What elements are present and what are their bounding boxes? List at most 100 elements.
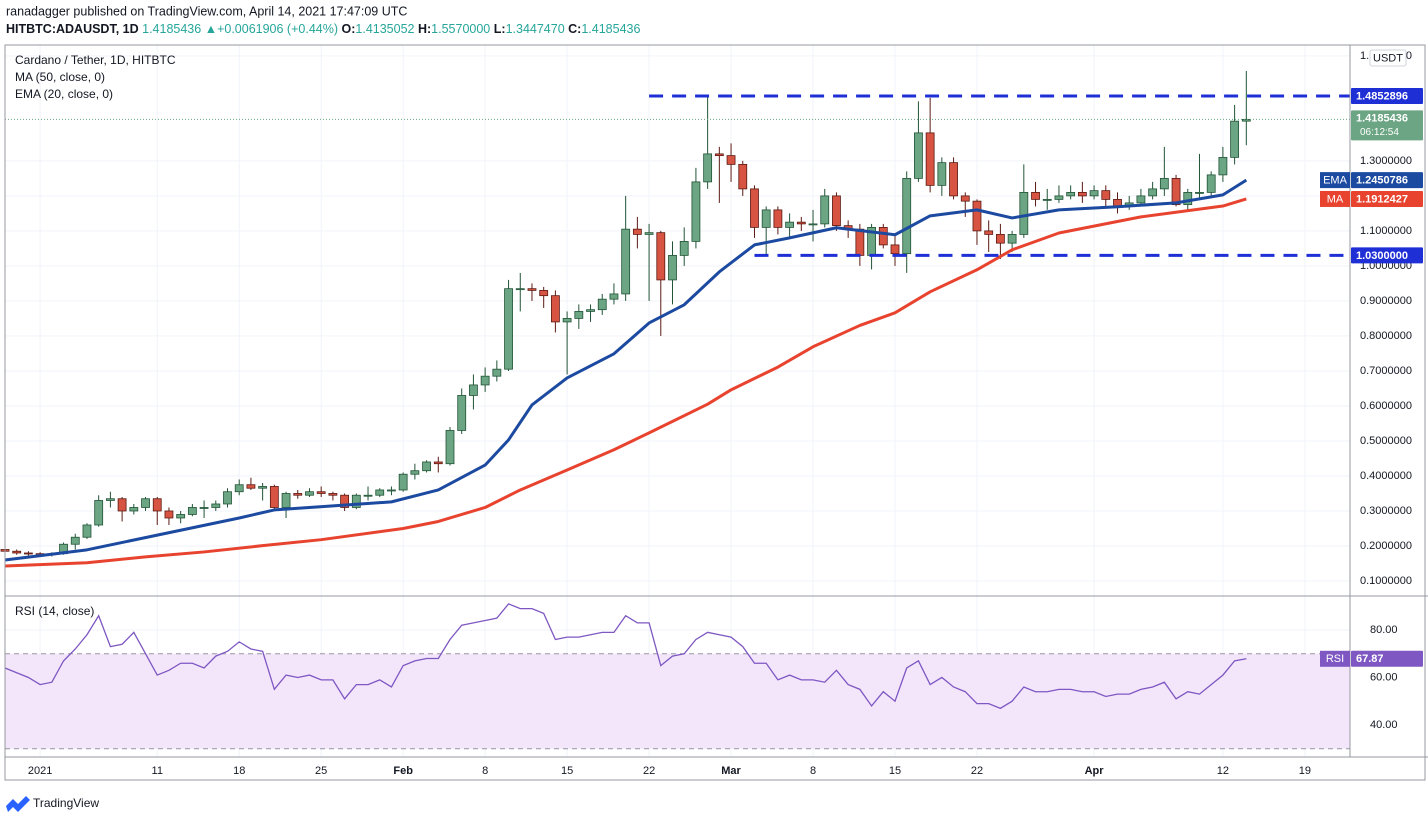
currency-box [1369,49,1407,67]
candle-body [234,484,244,493]
candle-body [1195,191,1204,194]
candle-body [504,288,513,370]
y-tick-label: 1.3000000 [1360,155,1412,167]
candle-body [703,153,713,183]
candle-body [984,230,994,235]
candle-body [914,132,923,179]
candle-body [1031,191,1040,200]
candle-body [1206,174,1216,193]
footer-brand: TradingView [33,796,99,810]
last-price-label: 1.4185436 [1356,112,1408,124]
candle-body [1171,177,1181,206]
ohlc-label: O: [342,22,356,36]
candle-body [796,221,806,225]
indicator-value: 1.1912427 [1356,193,1408,205]
candle-body [714,153,724,157]
countdown: 06:12:54 [1360,127,1399,138]
tag-box [1320,190,1350,207]
candle-body [1159,177,1169,190]
x-tick-label: 8 [810,765,816,777]
frame [4,44,1426,781]
candle-body [433,461,443,465]
candle-body [621,228,631,295]
candle-body [492,368,502,377]
candle-body [878,226,888,246]
candle-body [24,552,33,555]
candle-body [1218,156,1228,176]
candle-body [995,234,1005,244]
tag-label: MA [1327,193,1344,205]
symbol-line: HITBTC:ADAUSDT, 1D 1.4185436 ▲+0.0061906… [6,22,640,36]
candle-body [1101,190,1111,200]
candle-body [199,507,209,509]
indicator-line [4,178,1248,562]
candle-body [305,491,314,496]
candle-body [1089,190,1099,197]
candle-body [949,162,958,197]
indicator-value: 1.2450786 [1356,175,1408,187]
candle-body [363,494,373,497]
candle-body [515,288,525,291]
y-tick-label: 1.1000000 [1360,225,1412,237]
x-tick-label: 15 [561,765,573,777]
candle-body [398,473,408,491]
tag-label: RSI [1326,653,1344,665]
price-change: ▲+0.0061906 (+0.44%) [205,22,338,36]
candle-body [293,493,303,496]
candle-body [609,293,619,300]
candle-body [750,188,759,228]
candle-body [1054,195,1064,200]
candle-body [738,163,748,190]
y-tick-label: 0.8000000 [1360,330,1412,342]
ohlc-label: C: [568,22,581,36]
candle-body [785,221,795,228]
rsi-title: RSI (14, close) [15,604,94,618]
tag-label: EMA [1323,175,1348,187]
indicator-value-box [1351,190,1423,207]
candle-body [1007,234,1017,244]
author-line: ranadagger published on TradingView.com,… [6,4,407,18]
rsi-band [5,653,1350,749]
candle-body [820,195,830,225]
rsi-line [4,603,1247,710]
candle-body [656,232,666,281]
candle-body [586,309,595,312]
candle-body [1077,191,1087,197]
candle-body [937,162,947,186]
rsi-tick-label: 40.00 [1370,719,1398,731]
candle-body [644,232,654,235]
logo-icon [6,796,30,812]
y-tick-label: 0.5000000 [1360,435,1412,447]
plot [0,70,1350,750]
candle-body [972,200,982,232]
currency: USDT [1373,52,1403,64]
candle-body [164,510,174,519]
indicator-value-box [1351,172,1423,189]
candle-body [1148,188,1158,197]
candle-body [1042,198,1052,201]
y-tick-label: 0.4000000 [1360,470,1412,482]
ohlc-value: 1.5570000 [431,22,490,36]
ohlc-label: L: [494,22,506,36]
indicator-line [4,197,1247,568]
candle-body [890,244,900,255]
x-tick-label: Mar [721,765,741,777]
last-price: 1.4185436 [142,22,201,36]
candle-body [94,500,104,526]
y-tick-label: 0.3000000 [1360,505,1412,517]
candle-body [480,375,490,386]
candle-body [1019,191,1029,235]
candle-body [387,489,396,492]
candle-body [808,223,818,226]
x-tick-label: 11 [152,765,163,777]
candle-body [597,298,607,311]
candle-body [539,290,549,297]
candle-body [70,536,80,545]
x-tick-label: 12 [1217,765,1229,777]
ohlc-value: 1.4135052 [355,22,414,36]
symbol: HITBTC:ADAUSDT, 1D [6,22,139,36]
x-tick-label: Apr [1085,765,1105,777]
ohlc-label: H: [418,22,431,36]
candle-body [855,228,865,256]
candle-body [902,177,912,255]
